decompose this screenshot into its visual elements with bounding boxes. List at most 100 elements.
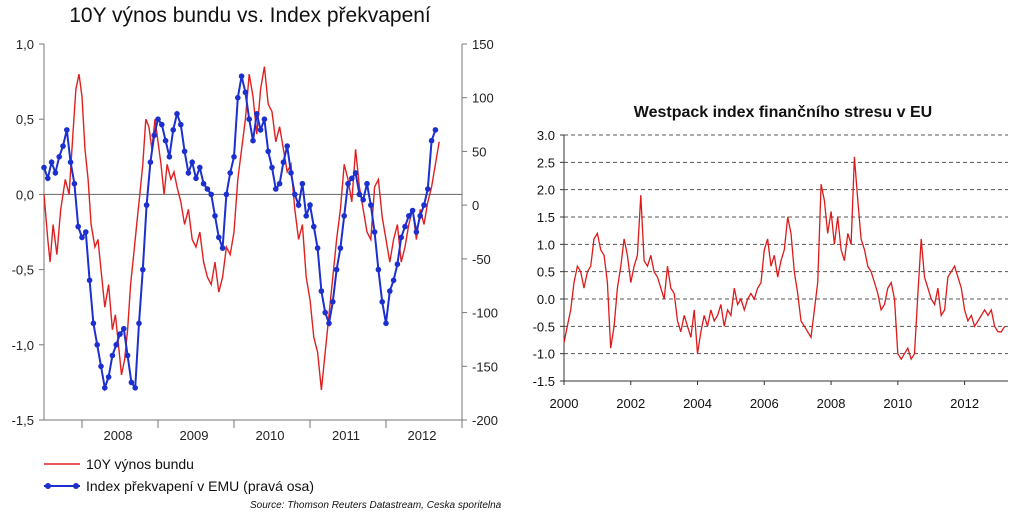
x-tick-label: 2002 bbox=[616, 396, 645, 411]
surprise-point bbox=[124, 352, 131, 359]
surprise-point bbox=[45, 175, 51, 182]
surprise-point bbox=[71, 180, 78, 187]
surprise-point bbox=[155, 116, 161, 122]
surprise-point bbox=[318, 288, 325, 294]
x-tick-label: 2010 bbox=[883, 396, 912, 411]
surprise-point bbox=[292, 191, 298, 198]
x-tick-label: 2004 bbox=[683, 396, 712, 411]
legend-label-surprise: Index překvapení v EMU (pravá osa) bbox=[86, 478, 314, 494]
surprise-point bbox=[132, 385, 138, 391]
surprise-point bbox=[79, 234, 85, 241]
right-y-tick-label: -200 bbox=[472, 413, 498, 428]
surprise-point bbox=[330, 299, 336, 305]
series-line-bund bbox=[43, 66, 440, 390]
x-tick-label: 2010 bbox=[256, 428, 285, 443]
surprise-point bbox=[189, 159, 195, 165]
surprise-point bbox=[151, 132, 157, 139]
surprise-point bbox=[284, 143, 291, 149]
surprise-point bbox=[379, 299, 386, 305]
surprise-point bbox=[117, 331, 123, 337]
y-tick-label: 2.0 bbox=[537, 183, 555, 198]
surprise-point bbox=[417, 213, 424, 219]
surprise-point bbox=[197, 164, 203, 171]
surprise-point bbox=[143, 202, 150, 208]
surprise-point bbox=[102, 385, 108, 391]
surprise-point bbox=[352, 170, 359, 176]
surprise-point bbox=[170, 127, 176, 133]
right-y-tick-label: -100 bbox=[472, 306, 498, 321]
left-chart-title: 10Y výnos bundu vs. Index překvapení bbox=[69, 4, 431, 27]
surprise-point bbox=[428, 137, 435, 144]
surprise-point bbox=[216, 234, 222, 241]
y-tick-label: -1.0 bbox=[533, 347, 555, 362]
surprise-point bbox=[257, 127, 264, 133]
surprise-point bbox=[394, 261, 401, 268]
surprise-point bbox=[375, 266, 382, 273]
surprise-point bbox=[349, 175, 355, 182]
surprise-point bbox=[265, 148, 272, 155]
surprise-point bbox=[56, 154, 62, 160]
surprise-point bbox=[253, 111, 260, 117]
x-tick-label: 2000 bbox=[550, 396, 579, 411]
surprise-point bbox=[105, 374, 112, 380]
legend-line-surprise bbox=[44, 483, 80, 489]
surprise-point bbox=[67, 159, 74, 165]
surprise-point bbox=[303, 213, 310, 219]
left-y-tick-label: 1,0 bbox=[16, 37, 34, 52]
x-tick-label: 2008 bbox=[104, 428, 133, 443]
surprise-point bbox=[390, 277, 397, 284]
right-y-tick-label: 50 bbox=[472, 144, 486, 159]
y-tick-label: 0.0 bbox=[537, 292, 555, 307]
right-y-tick-label: 150 bbox=[472, 37, 494, 52]
y-tick-label: 1.5 bbox=[537, 210, 555, 225]
surprise-point bbox=[341, 213, 348, 219]
surprise-point bbox=[326, 320, 332, 327]
y-tick-label: 0.5 bbox=[537, 265, 555, 280]
surprise-point bbox=[409, 207, 416, 214]
surprise-point bbox=[322, 309, 329, 316]
x-tick-label: 2012 bbox=[408, 428, 437, 443]
surprise-point bbox=[425, 186, 431, 192]
source-note: Source: Thomson Reuters Datastream, Cesk… bbox=[250, 500, 502, 511]
left-y-tick-label: -1,5 bbox=[12, 413, 34, 428]
surprise-point bbox=[356, 191, 363, 198]
surprise-point bbox=[371, 229, 378, 235]
surprise-point bbox=[398, 234, 405, 241]
left-y-tick-label: -0,5 bbox=[12, 263, 34, 278]
surprise-point bbox=[364, 180, 370, 187]
surprise-point bbox=[307, 202, 313, 208]
surprise-point bbox=[140, 266, 146, 273]
surprise-point bbox=[280, 159, 287, 165]
surprise-point bbox=[83, 229, 89, 235]
left-y-tick-label: 0,5 bbox=[16, 112, 34, 127]
x-tick-label: 2011 bbox=[332, 428, 360, 443]
surprise-point bbox=[41, 164, 47, 171]
surprise-point bbox=[181, 148, 188, 155]
surprise-point bbox=[147, 159, 154, 165]
surprise-point bbox=[200, 180, 207, 187]
surprise-point bbox=[159, 121, 165, 128]
surprise-point bbox=[219, 245, 226, 251]
surprise-point bbox=[421, 202, 427, 208]
surprise-point bbox=[345, 180, 351, 187]
surprise-point bbox=[273, 186, 279, 192]
surprise-point bbox=[337, 245, 344, 251]
surprise-point bbox=[178, 121, 184, 128]
x-tick-label: 2008 bbox=[817, 396, 846, 411]
surprise-point bbox=[368, 202, 374, 208]
surprise-point bbox=[121, 325, 127, 332]
series-line-surprise bbox=[43, 75, 437, 392]
legend-line-bund bbox=[44, 463, 80, 465]
surprise-point bbox=[64, 127, 70, 133]
legend-label-bund: 10Y výnos bundu bbox=[86, 456, 194, 472]
y-tick-label: 1.0 bbox=[537, 237, 555, 252]
surprise-point bbox=[299, 180, 306, 187]
surprise-point bbox=[48, 159, 55, 165]
surprise-point bbox=[90, 320, 97, 327]
surprise-point bbox=[360, 197, 367, 203]
surprise-point bbox=[231, 154, 237, 160]
x-tick-label: 2012 bbox=[950, 396, 979, 411]
surprise-point bbox=[235, 94, 241, 101]
